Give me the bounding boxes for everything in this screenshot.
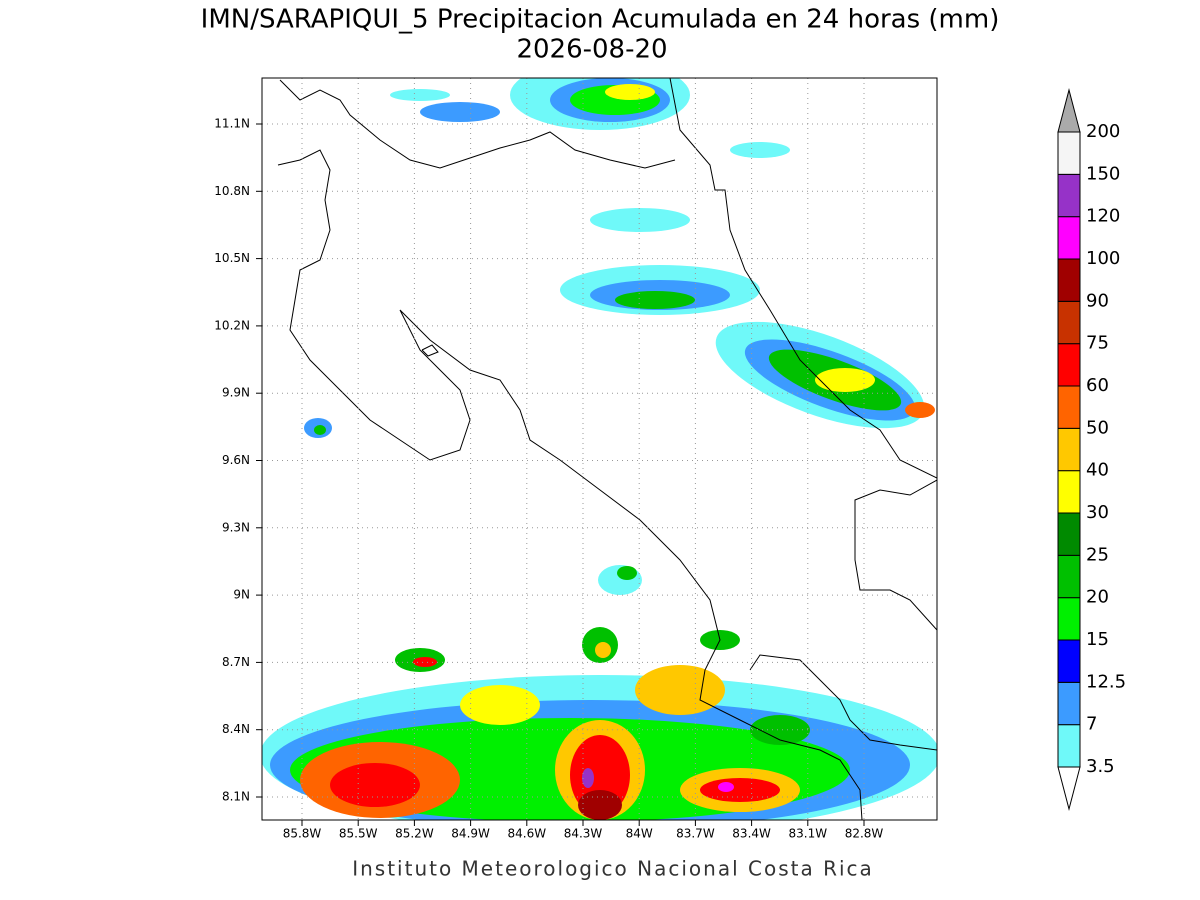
lat-label: 9.9N bbox=[222, 386, 250, 400]
coastline bbox=[277, 78, 937, 820]
colorbar-high-triangle bbox=[1057, 88, 1081, 133]
colorbar-label: 150 bbox=[1086, 163, 1120, 184]
map-frame bbox=[261, 77, 938, 821]
lat-label: 11.1N bbox=[214, 117, 250, 131]
colorbar-cell bbox=[1057, 597, 1081, 641]
colorbar-cell bbox=[1057, 724, 1081, 768]
colorbar-label: 15 bbox=[1086, 629, 1109, 650]
lat-label: 10.5N bbox=[214, 251, 250, 265]
colorbar-label: 100 bbox=[1086, 248, 1120, 269]
lon-label: 83.1W bbox=[789, 827, 828, 841]
grid: 11.1N 10.8N 10.5N 10.2N 9.9N 9.6N 9.3N 9N 8.7N 8.… bbox=[214, 78, 937, 841]
colorbar-label: 30 bbox=[1086, 502, 1109, 523]
colorbar-label: 40 bbox=[1086, 460, 1109, 481]
colorbar-label: 60 bbox=[1086, 375, 1109, 396]
lon-label: 83.7W bbox=[676, 827, 715, 841]
colorbar-cell bbox=[1057, 173, 1081, 218]
colorbar-label: 90 bbox=[1086, 290, 1109, 311]
lon-label: 82.8W bbox=[845, 827, 884, 841]
lat-label: 8.7N bbox=[222, 655, 250, 669]
colorbar-label: 20 bbox=[1086, 587, 1109, 608]
lat-label: 8.1N bbox=[222, 790, 250, 804]
rain-blobs bbox=[262, 78, 937, 820]
lat-label: 9N bbox=[233, 588, 250, 602]
colorbar-label: 7 bbox=[1086, 714, 1097, 735]
colorbar-label: 120 bbox=[1086, 206, 1120, 227]
colorbar-cell bbox=[1057, 639, 1081, 683]
colorbar-label: 12.5 bbox=[1086, 671, 1126, 692]
lon-label: 84.6W bbox=[508, 827, 547, 841]
lon-label: 84.9W bbox=[451, 827, 490, 841]
colorbar-cell bbox=[1057, 216, 1081, 260]
colorbar-cell bbox=[1057, 300, 1081, 345]
colorbar-low-triangle bbox=[1057, 766, 1081, 811]
precip-field bbox=[262, 78, 937, 820]
lon-label: 84.3W bbox=[564, 827, 603, 841]
footer: Instituto Meteorologico Nacional Costa R… bbox=[352, 857, 874, 881]
lat-label: 10.2N bbox=[214, 318, 250, 332]
colorbar-cell bbox=[1057, 681, 1081, 726]
lon-label: 84W bbox=[626, 827, 653, 841]
colorbar-cell bbox=[1057, 131, 1081, 175]
map: 11.1N 10.8N 10.5N 10.2N 9.9N 9.6N 9.3N 9N 8.7N 8.… bbox=[214, 77, 938, 841]
colorbar-cell bbox=[1057, 512, 1081, 556]
lat-label: 10.8N bbox=[214, 184, 250, 198]
colorbar-cell bbox=[1057, 470, 1081, 514]
colorbar-cell bbox=[1057, 427, 1081, 472]
lon-label: 85.2W bbox=[395, 827, 434, 841]
colorbar: 3.5 7 12.5 15 20 25 30 40 50 60 75 90 100 120 150 200 bbox=[1057, 88, 1126, 811]
lat-label: 8.4N bbox=[222, 722, 250, 736]
colorbar-label: 25 bbox=[1086, 544, 1109, 565]
colorbar-label: 50 bbox=[1086, 417, 1109, 438]
lon-label: 85.5W bbox=[339, 827, 378, 841]
colorbar-label: 3.5 bbox=[1086, 756, 1115, 777]
colorbar-cell bbox=[1057, 343, 1081, 387]
lat-label: 9.6N bbox=[222, 453, 250, 467]
colorbar-label: 75 bbox=[1086, 333, 1109, 354]
colorbar-label: 200 bbox=[1086, 121, 1120, 142]
subtitle: 2026-08-20 bbox=[516, 35, 667, 65]
lon-label: 85.8W bbox=[283, 827, 322, 841]
colorbar-cell bbox=[1057, 385, 1081, 429]
colorbar-cell bbox=[1057, 258, 1081, 302]
lon-label: 83.4W bbox=[732, 827, 771, 841]
title: IMN/SARAPIQUI_5 Precipitacion Acumulada … bbox=[201, 5, 1000, 35]
lat-label: 9.3N bbox=[222, 520, 250, 534]
colorbar-cell bbox=[1057, 554, 1081, 599]
